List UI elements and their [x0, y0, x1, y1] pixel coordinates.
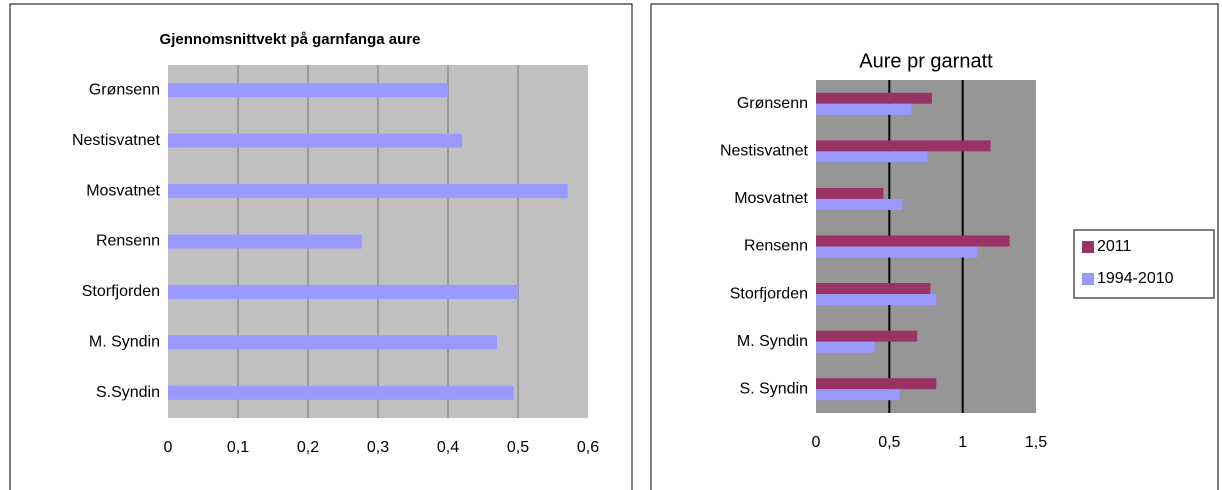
x-tick-label: 1,5 — [1025, 434, 1047, 451]
bar — [816, 235, 1010, 247]
legend-swatch — [1082, 241, 1094, 253]
chart-frame — [650, 3, 1219, 490]
bar — [816, 283, 931, 295]
chart-title: Gjennomsnittvekt på garnfanga aure — [160, 31, 421, 48]
y-tick-label: Nestisvatnet — [72, 132, 161, 149]
bar — [168, 284, 518, 299]
bar — [168, 234, 362, 249]
bar — [168, 184, 568, 199]
bar — [168, 83, 448, 98]
bar — [816, 294, 937, 306]
y-tick-label: S. Syndin — [740, 380, 808, 397]
y-tick-label: Mosvatnet — [734, 190, 808, 207]
y-tick-label: Rensenn — [96, 233, 160, 250]
bar — [816, 378, 937, 390]
x-tick-label: 0 — [164, 439, 173, 456]
x-tick-label: 0,2 — [297, 439, 319, 456]
bar — [816, 330, 918, 342]
bar — [816, 389, 900, 401]
bar — [816, 246, 978, 258]
y-tick-label: S.Syndin — [96, 384, 160, 401]
bar — [816, 187, 884, 199]
bar — [168, 385, 514, 400]
x-tick-label: 0 — [812, 434, 821, 451]
y-tick-label: M. Syndin — [89, 334, 160, 351]
legend-box — [1073, 229, 1215, 299]
y-tick-label: M. Syndin — [737, 333, 808, 350]
x-tick-label: 0,1 — [227, 439, 249, 456]
x-tick-label: 0,4 — [437, 439, 459, 456]
x-tick-label: 0,6 — [577, 439, 599, 456]
y-tick-label: Nestisvatnet — [720, 143, 809, 160]
bar — [168, 133, 462, 148]
x-tick-label: 0,5 — [507, 439, 529, 456]
legend-swatch — [1082, 273, 1094, 285]
bar — [816, 140, 991, 152]
bar — [816, 198, 903, 210]
legend-label: 1994-2010 — [1097, 270, 1174, 287]
x-tick-label: 0,3 — [367, 439, 389, 456]
legend-label: 2011 — [1097, 238, 1132, 255]
y-tick-label: Grønsenn — [737, 95, 808, 112]
bar — [816, 103, 912, 115]
bar — [816, 92, 932, 104]
bar — [816, 341, 875, 353]
y-tick-label: Rensenn — [744, 238, 808, 255]
bar — [168, 335, 497, 350]
y-tick-label: Storfjorden — [730, 285, 808, 302]
y-tick-label: Storfjorden — [82, 283, 160, 300]
bar — [816, 151, 928, 163]
chart-title: Aure pr garnatt — [859, 50, 993, 72]
x-tick-label: 1 — [958, 434, 967, 451]
chart-frame — [9, 3, 633, 490]
y-tick-label: Grønsenn — [89, 81, 160, 98]
y-tick-label: Mosvatnet — [86, 182, 160, 199]
x-tick-label: 0,5 — [878, 434, 900, 451]
